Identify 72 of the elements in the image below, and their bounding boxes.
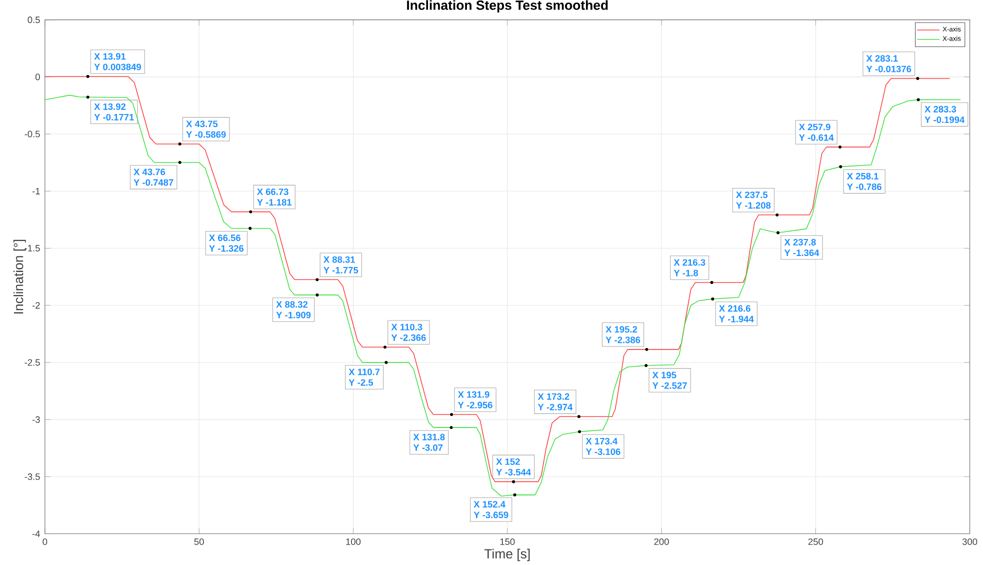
y-tick-label: 0 [35, 73, 40, 80]
annotation: X 88.32 [276, 300, 308, 308]
annotation: X 195 [652, 372, 676, 378]
chart-title: Inclination Steps Test smoothed [407, 0, 608, 12]
annotation: X 88.31 [323, 256, 356, 263]
x-tick-label: 0 [42, 538, 48, 545]
annotation: Y -0.614 [799, 134, 834, 141]
annotation: Y -1.326 [209, 244, 244, 252]
annotation: X 13.92 [94, 103, 126, 110]
x-tick-label: 50 [194, 538, 204, 545]
annotation: Y -1.8 [674, 270, 698, 276]
annotation: Y 0.003849 [94, 63, 141, 70]
annotation: X 152.4 [474, 500, 506, 508]
annotation: Y -2.366 [391, 334, 426, 341]
annotation: X 173.2 [538, 393, 570, 400]
annotation: X 258.1 [846, 172, 878, 180]
x-tick-label: 250 [808, 538, 824, 545]
annotation: Y -0.1771 [94, 114, 134, 120]
annotation: Y -3.659 [474, 511, 508, 518]
annotation: X 283.1 [866, 54, 898, 62]
annotation: X 152 [496, 458, 520, 465]
annotation: X 173.4 [586, 438, 618, 444]
x-tick-label: 200 [654, 538, 669, 545]
annotation: Y -0.01376 [866, 66, 912, 72]
x-axis-title: Time [s] [484, 548, 530, 561]
y-tick-label: -1 [32, 188, 40, 194]
annotation: X 110.7 [348, 368, 380, 375]
annotation: Y -0.7487 [134, 178, 174, 186]
annotation: X 66.73 [256, 188, 288, 195]
annotation: X 195.2 [606, 326, 638, 332]
annotation: X 237.8 [784, 238, 816, 246]
annotation: X 131.9 [458, 390, 490, 398]
y-tick-label: -2.5 [24, 358, 40, 366]
annotation: Y -3.106 [586, 448, 620, 455]
y-axis-title: Inclination [°] [14, 240, 26, 314]
annotation: Y -2.956 [458, 402, 492, 408]
annotation: Y -1.944 [719, 316, 754, 322]
annotation: X 283.3 [924, 106, 956, 112]
annotation: Y -2.527 [652, 382, 687, 389]
annotation: Y -2.386 [606, 336, 640, 343]
x-tick-label: 100 [346, 538, 361, 545]
annotation: Y -0.5869 [186, 130, 226, 138]
annotation: Y -1.909 [276, 312, 311, 318]
annotation: Y -2.974 [538, 404, 573, 410]
annotation: Y -1.775 [324, 266, 358, 274]
annotation: Y -2.5 [348, 379, 374, 386]
y-tick-label: -3 [32, 416, 40, 423]
y-tick-label: 0.5 [28, 16, 40, 23]
annotation: Y -3.544 [496, 468, 531, 476]
annotation: X 66.56 [209, 234, 240, 241]
annotation: X 131.8 [413, 434, 445, 440]
annotation: X 43.75 [186, 120, 218, 127]
y-tick-label: -4 [32, 530, 40, 537]
annotation: X 237.5 [736, 191, 768, 198]
annotation: X 257.9 [798, 124, 830, 130]
annotation: X 13.91 [94, 52, 126, 60]
x-tick-label: 300 [962, 538, 978, 545]
annotation: X 216.3 [674, 258, 706, 266]
x-tick-label: 150 [500, 538, 515, 545]
annotation: Y -1.364 [784, 249, 820, 256]
annotation: Y -0.1994 [924, 116, 965, 123]
annotation: X 216.6 [718, 304, 750, 312]
annotation: Y -3.07 [413, 444, 443, 451]
annotation: Y -0.786 [846, 183, 882, 190]
y-tick-label: -1.5 [24, 244, 40, 252]
annotation: Y -1.208 [736, 202, 771, 208]
annotation: Y -1.181 [257, 198, 292, 206]
y-tick-label: -3.5 [24, 473, 40, 480]
annotation: X 110.3 [391, 324, 422, 330]
annotation: X 43.76 [134, 168, 166, 175]
y-tick-label: -2 [32, 302, 40, 308]
y-tick-label: -0.5 [24, 130, 40, 138]
